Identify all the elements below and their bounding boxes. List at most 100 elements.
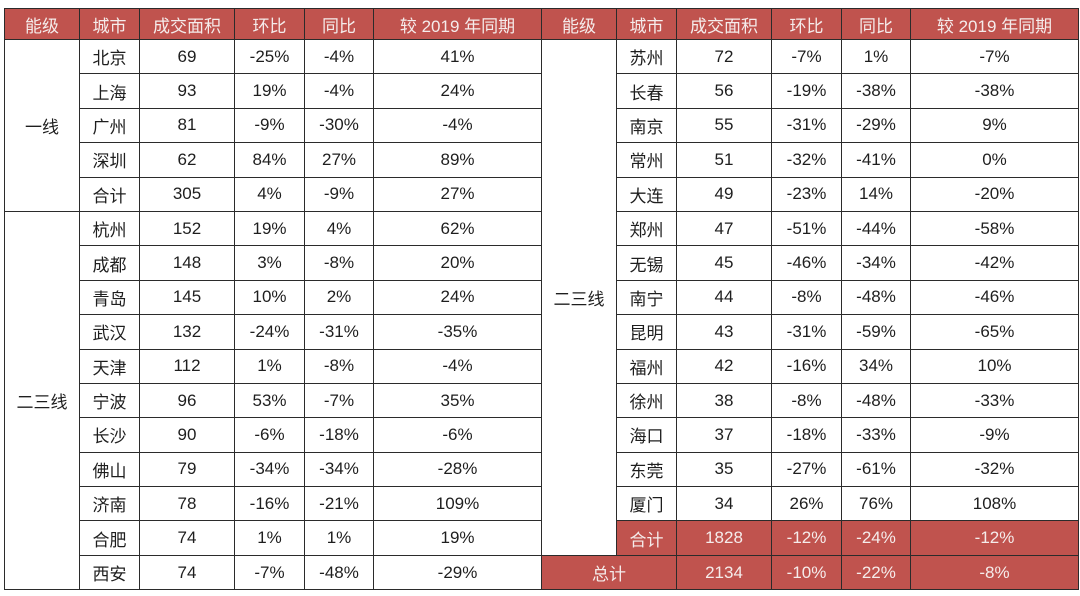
- table-row: 福州 42 -16% 34% 10%: [542, 348, 1079, 384]
- city-cell: 长春: [616, 73, 677, 109]
- value-cell: 81: [139, 107, 235, 144]
- table-row: 东莞 35 -27% -61% -32%: [542, 451, 1079, 488]
- value-cell: -30%: [304, 107, 374, 144]
- value-cell: -18%: [771, 417, 842, 453]
- city-cell: 合肥: [79, 520, 140, 556]
- city-cell: 宁波: [79, 382, 140, 419]
- value-cell: 148: [139, 245, 235, 281]
- value-cell: 1%: [234, 520, 305, 556]
- value-cell: -31%: [771, 314, 842, 350]
- value-cell: 45: [676, 245, 772, 281]
- value-cell: -6%: [373, 417, 542, 453]
- value-cell: -16%: [234, 486, 305, 522]
- city-cell: 海口: [616, 417, 677, 453]
- value-cell: -32%: [910, 451, 1079, 488]
- value-cell: 24%: [373, 279, 542, 316]
- value-cell: -23%: [771, 176, 842, 212]
- value-cell: -34%: [841, 245, 911, 281]
- value-cell: 78: [139, 486, 235, 522]
- header-cell-tier: 能级: [4, 8, 80, 40]
- value-cell: -29%: [373, 554, 542, 591]
- value-cell: 9%: [910, 107, 1079, 144]
- value-cell: 109%: [373, 486, 542, 522]
- value-cell: 34: [676, 486, 772, 522]
- table-row: 武汉 132 -24% -31% -35%: [5, 314, 542, 350]
- header-cell-vs2019: 较 2019 年同期: [373, 8, 542, 40]
- transaction-area-report-table: 能级 城市 成交面积 环比 同比 较 2019 年同期 一线 北京 69 -25% -4…: [4, 8, 1079, 591]
- value-cell: -18%: [304, 417, 374, 453]
- value-cell: 4%: [304, 210, 374, 247]
- value-cell: -28%: [373, 451, 542, 488]
- value-cell: 74: [139, 554, 235, 591]
- value-cell: -9%: [234, 107, 305, 144]
- header-cell-mom: 环比: [771, 8, 842, 40]
- value-cell: 2%: [304, 279, 374, 316]
- value-cell: -20%: [910, 176, 1079, 212]
- city-cell: 济南: [79, 486, 140, 522]
- value-cell: 26%: [771, 486, 842, 522]
- value-cell: 10%: [234, 279, 305, 316]
- value-cell: 3%: [234, 245, 305, 281]
- table-row: 西安 74 -7% -48% -29%: [5, 554, 542, 591]
- value-cell: -7%: [910, 38, 1079, 75]
- value-cell: 10%: [910, 348, 1079, 384]
- city-cell: 青岛: [79, 279, 140, 316]
- table-row: 长春 56 -19% -38% -38%: [542, 73, 1079, 109]
- value-cell: 96: [139, 382, 235, 419]
- value-cell: -8%: [304, 348, 374, 384]
- table-row: 郑州 47 -51% -44% -58%: [542, 210, 1079, 247]
- value-cell: 62: [139, 142, 235, 178]
- city-cell: 南京: [616, 107, 677, 144]
- tier-cell: 一线: [4, 39, 80, 212]
- value-cell: 72: [676, 38, 772, 75]
- value-cell: 69: [139, 38, 235, 75]
- value-cell: -7%: [771, 38, 842, 75]
- value-cell: 14%: [841, 176, 911, 212]
- city-cell: 上海: [79, 73, 140, 109]
- value-cell: 1%: [841, 38, 911, 75]
- value-cell: 55: [676, 107, 772, 144]
- value-cell: 19%: [234, 210, 305, 247]
- value-cell: 43: [676, 314, 772, 350]
- value-cell: 41%: [373, 38, 542, 75]
- value-cell: -65%: [910, 314, 1079, 350]
- value-cell: -35%: [373, 314, 542, 350]
- city-cell: 成都: [79, 245, 140, 281]
- value-cell: -7%: [234, 554, 305, 591]
- city-cell: 深圳: [79, 142, 140, 178]
- value-cell: -31%: [771, 107, 842, 144]
- header-cell-area: 成交面积: [676, 8, 772, 40]
- grand-total-label-cell: 总计: [541, 554, 677, 591]
- table-row: 青岛 145 10% 2% 24%: [5, 279, 542, 316]
- value-cell: 112: [139, 348, 235, 384]
- value-cell: 27%: [304, 142, 374, 178]
- value-cell: -33%: [841, 417, 911, 453]
- city-cell: 无锡: [616, 245, 677, 281]
- table-row: 济南 78 -16% -21% 109%: [5, 486, 542, 522]
- subtotal-label-cell: 合计: [616, 520, 677, 556]
- value-cell: -4%: [304, 38, 374, 75]
- header-cell-area: 成交面积: [139, 8, 235, 40]
- value-cell: 152: [139, 210, 235, 247]
- value-cell: -38%: [910, 73, 1079, 109]
- value-cell: -8%: [771, 279, 842, 316]
- table-row: 徐州 38 -8% -48% -33%: [542, 382, 1079, 419]
- city-cell: 南宁: [616, 279, 677, 316]
- value-cell: 1%: [304, 520, 374, 556]
- header-cell-mom: 环比: [234, 8, 305, 40]
- table-row: 二三线 苏州 72 -7% 1% -7%: [541, 38, 1079, 556]
- value-cell: -24%: [841, 520, 911, 556]
- value-cell: -48%: [841, 382, 911, 419]
- table-row: 一线 北京 69 -25% -4% 41%: [4, 38, 542, 212]
- city-cell: 东莞: [616, 451, 677, 488]
- value-cell: 74: [139, 520, 235, 556]
- city-cell: 苏州: [616, 38, 677, 75]
- city-cell: 徐州: [616, 382, 677, 419]
- value-cell: -12%: [771, 520, 842, 556]
- table-row: 南京 55 -31% -29% 9%: [542, 107, 1079, 144]
- value-cell: -8%: [910, 554, 1079, 591]
- value-cell: -10%: [771, 554, 842, 591]
- value-cell: 108%: [910, 486, 1079, 522]
- value-cell: -8%: [304, 245, 374, 281]
- value-cell: 44: [676, 279, 772, 316]
